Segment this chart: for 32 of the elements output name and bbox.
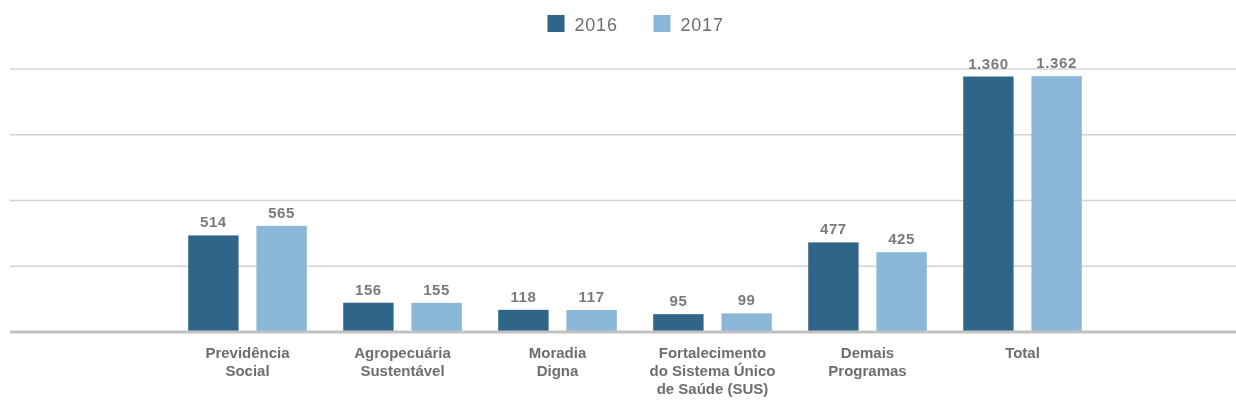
bar	[1031, 76, 1082, 332]
data-label: 118	[510, 287, 537, 305]
data-label: 565	[268, 203, 296, 221]
bar	[566, 310, 617, 332]
bar	[963, 76, 1014, 332]
x-tick-label: Total	[1005, 344, 1040, 361]
bar	[411, 302, 462, 332]
data-label: 117	[578, 288, 605, 306]
bar	[721, 313, 772, 332]
data-label: 155	[423, 280, 451, 298]
x-tick-label: Fortalecimento do Sistema Único de Saúde (SUS)	[649, 344, 776, 397]
x-tick-label: Previdência Social	[205, 344, 291, 379]
bar	[498, 309, 549, 332]
bar	[876, 252, 927, 332]
legend-label: 2017	[680, 15, 724, 35]
data-label: 477	[819, 220, 847, 238]
data-label: 1.362	[1036, 54, 1077, 72]
legend-label: 2016	[574, 15, 618, 35]
bar	[343, 302, 394, 332]
data-label: 1.360	[968, 54, 1009, 72]
bar	[188, 235, 239, 332]
data-label: 156	[354, 280, 382, 298]
x-tick-label: Moradia Digna	[528, 344, 587, 379]
bar	[256, 225, 307, 332]
bar	[653, 314, 704, 332]
data-label: 514	[199, 213, 227, 231]
data-label: 99	[737, 291, 756, 309]
data-label: 95	[669, 292, 688, 310]
x-tick-label: Agropecuária Sustentável	[354, 344, 452, 379]
x-tick-label: Demais Programas	[828, 344, 907, 379]
data-label: 425	[888, 230, 916, 248]
bar	[808, 242, 859, 332]
